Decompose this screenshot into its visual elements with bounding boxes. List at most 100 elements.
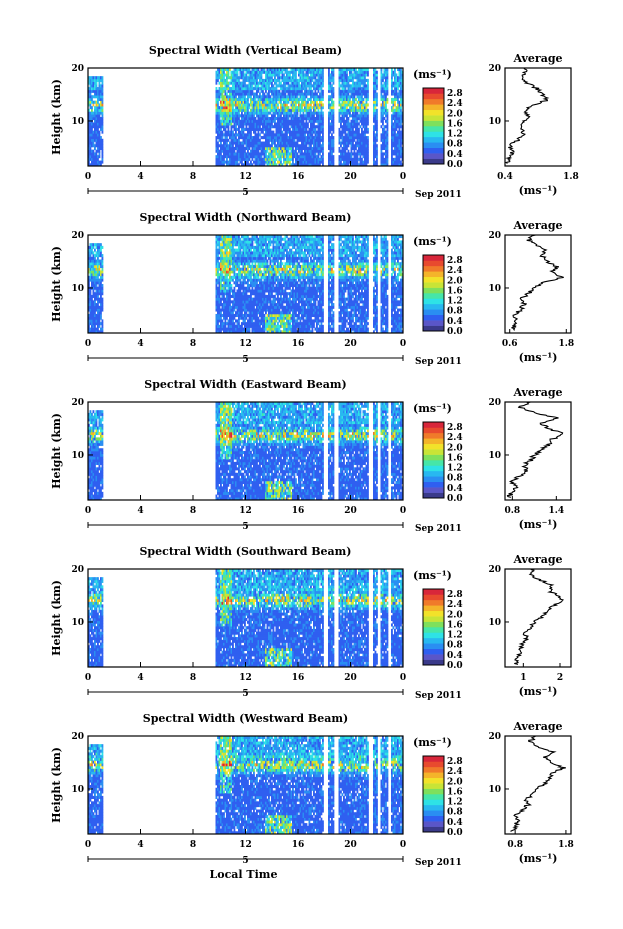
heatmap-cell xyxy=(382,155,384,159)
heatmap-cell xyxy=(290,122,293,126)
heatmap-cell xyxy=(260,73,263,77)
heatmap-cell xyxy=(310,114,312,118)
heatmap-cell xyxy=(266,130,269,134)
heatmap-cell xyxy=(242,119,245,123)
heatmap-cell xyxy=(332,125,335,129)
heatmap-cell xyxy=(299,127,302,131)
heatmap-cell xyxy=(322,146,324,151)
heatmap-cell xyxy=(292,103,294,107)
heatmap-cell xyxy=(233,92,236,96)
heatmap-cell xyxy=(292,114,294,118)
heatmap-cell xyxy=(101,254,104,258)
colorbar-tick-label: 2.4 xyxy=(447,99,463,109)
heatmap-cell xyxy=(226,149,228,153)
heatmap-cell xyxy=(259,114,261,118)
heatmap-cell xyxy=(241,97,243,102)
heatmap-cell xyxy=(386,70,389,74)
heatmap-cell xyxy=(376,73,378,77)
heatmap-cell xyxy=(280,70,282,74)
heatmap-cell xyxy=(253,68,255,72)
heatmap-cell xyxy=(236,78,239,82)
heatmap-cell xyxy=(308,92,311,96)
heatmap-cell xyxy=(218,133,221,137)
heatmap-cell xyxy=(386,144,389,148)
heatmap-cell xyxy=(247,114,249,118)
heatmap-cell xyxy=(254,163,257,167)
heatmap-cell xyxy=(254,138,257,142)
heatmap-cell xyxy=(229,146,231,151)
heatmap-cell xyxy=(251,81,254,85)
heatmap-cell xyxy=(236,117,239,121)
heatmap-cell xyxy=(262,89,264,93)
heatmap-cell xyxy=(268,163,270,167)
heatmap-cell xyxy=(244,133,246,137)
heatmap-cell xyxy=(295,163,297,167)
heatmap-cell xyxy=(310,95,312,99)
heatmap-cell xyxy=(277,95,279,99)
heatmap-cell xyxy=(250,100,252,104)
heatmap-cell xyxy=(226,100,228,104)
heatmap-cell xyxy=(260,76,263,80)
heatmap-cell xyxy=(259,76,261,80)
heatmap-cell xyxy=(221,138,224,142)
heatmap-cell xyxy=(283,152,285,156)
heatmap-cell xyxy=(232,89,234,93)
heatmap-cell xyxy=(281,141,284,145)
heatmap-cell xyxy=(215,130,218,134)
heatmap-cell xyxy=(232,103,234,107)
heatmap-cell xyxy=(257,152,260,156)
heatmap-cell xyxy=(236,146,239,151)
heatmap-cell xyxy=(88,76,90,80)
heatmap-cell xyxy=(296,163,299,167)
heatmap-cell xyxy=(92,111,95,115)
heatmap-cell xyxy=(230,73,233,77)
heatmap-cell xyxy=(275,106,278,110)
heatmap-cell xyxy=(251,106,254,110)
heatmap-cell xyxy=(215,78,218,82)
heatmap-cell xyxy=(247,138,249,142)
heatmap-cell xyxy=(88,133,90,137)
heatmap-cell xyxy=(245,316,248,320)
heatmap-cell xyxy=(307,157,309,161)
heatmap-cell xyxy=(88,117,90,121)
heatmap-cell xyxy=(299,122,302,126)
heatmap-cell xyxy=(232,141,234,145)
heatmap-cell xyxy=(302,130,305,134)
heatmap-cell xyxy=(286,133,288,137)
heatmap-cell xyxy=(260,117,263,121)
heatmap-cell xyxy=(223,68,225,72)
heatmap-cell xyxy=(97,327,99,331)
heatmap-cell xyxy=(98,76,101,80)
heatmap-cell xyxy=(274,68,276,72)
heatmap-cell xyxy=(284,149,287,153)
heatmap-cell xyxy=(305,87,308,91)
heatmap-cell xyxy=(272,136,275,140)
heatmap-cell xyxy=(260,95,263,99)
heatmap-cell xyxy=(241,108,243,112)
heatmap-cell xyxy=(245,100,248,104)
heatmap-cell xyxy=(94,324,96,328)
heatmap-cell xyxy=(220,133,222,137)
heatmap-cell xyxy=(217,146,219,151)
heatmap-cell xyxy=(220,95,222,99)
heatmap-cell xyxy=(304,152,306,156)
heatmap-cell xyxy=(256,103,258,107)
heatmap-cell xyxy=(278,68,281,72)
heatmap-cell xyxy=(230,95,233,99)
heatmap-cell xyxy=(302,146,305,151)
heatmap-cell xyxy=(230,87,233,91)
heatmap-cell xyxy=(245,144,248,148)
heatmap-cell xyxy=(265,111,267,115)
heatmap-cell xyxy=(299,78,302,82)
heatmap-cell xyxy=(308,114,311,118)
heatmap-cell xyxy=(298,125,300,129)
heatmap-cell xyxy=(275,97,278,102)
heatmap-cell xyxy=(88,138,90,142)
heatmap-cell xyxy=(382,119,384,123)
heatmap-cell xyxy=(236,152,239,156)
heatmap-cell xyxy=(238,103,240,107)
heatmap-cell xyxy=(226,160,228,164)
heatmap-cell xyxy=(305,92,308,96)
heatmap-cell xyxy=(217,111,219,115)
heatmap-cell xyxy=(215,149,218,153)
